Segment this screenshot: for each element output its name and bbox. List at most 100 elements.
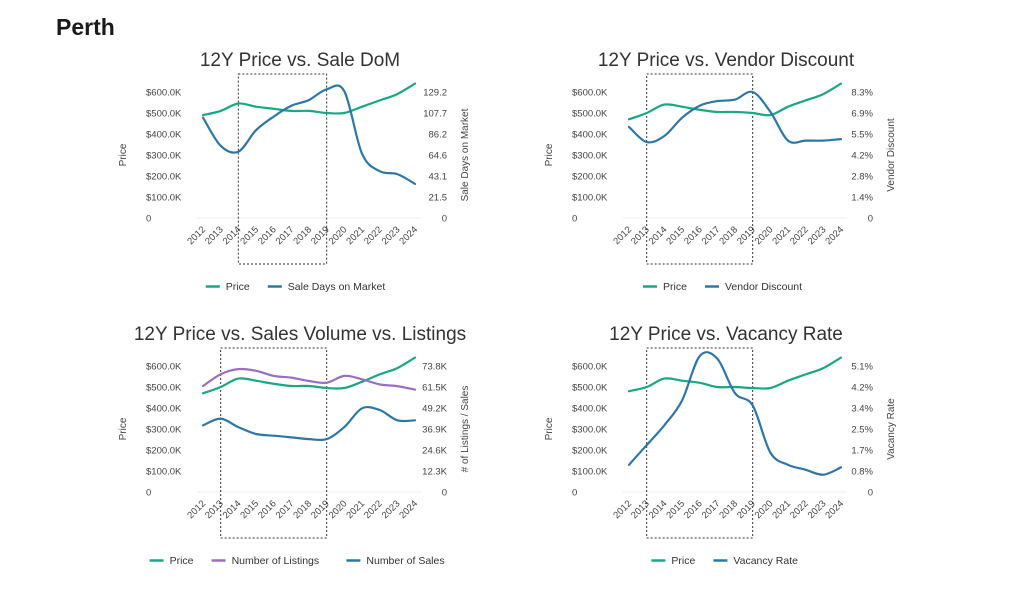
series-line-price — [201, 82, 417, 117]
x-tick-label: 2023 — [806, 224, 829, 247]
y-left-tick-label: $400.0K — [572, 404, 608, 415]
x-tick-label: 2014 — [221, 224, 244, 247]
x-tick-label: 2017 — [274, 498, 297, 521]
x-tick-label: 2014 — [647, 224, 670, 247]
legend-label: Price — [671, 555, 695, 567]
x-tick-label: 2022 — [788, 498, 811, 521]
x-tick-label: 2018 — [717, 498, 740, 521]
y-left-axis-label: Price — [544, 417, 555, 440]
y-right-tick-label: 3.4% — [851, 404, 873, 415]
chart-title: 12Y Price vs. Sales Volume vs. Listings — [134, 324, 466, 345]
x-tick-label: 2015 — [238, 498, 261, 521]
chart-title: 12Y Price vs. Sale DoM — [200, 50, 400, 71]
chart-price-vs-sale-dom: 12Y Price vs. Sale DoM 0 $100.0K $200.0K $30… — [118, 50, 471, 293]
x-tick-label: 2020 — [753, 498, 776, 521]
x-tick-label: 2023 — [380, 498, 403, 521]
highlight-period-box — [646, 347, 754, 539]
legend-item: Price — [149, 555, 194, 567]
legend-label: Price — [170, 555, 194, 567]
x-tick-label: 2021 — [770, 498, 793, 521]
y-left-tick-label: 0 — [572, 214, 577, 225]
y-left-tick-label: $300.0K — [572, 151, 608, 162]
x-tick-label: 2013 — [203, 224, 226, 247]
y-left-tick-label: $600.0K — [572, 88, 608, 99]
x-tick-label: 2024 — [397, 224, 420, 247]
y-right-tick-label: 21.5 — [429, 193, 448, 204]
x-tick-label: 2013 — [629, 224, 652, 247]
y-right-tick-label: 86.2 — [429, 130, 448, 141]
y-left-tick-label: $400.0K — [146, 130, 182, 141]
chart-price-vs-vendor-discount: 12Y Price vs. Vendor Discount 0 $100.0K $20… — [544, 50, 897, 293]
y-left-tick-label: $100.0K — [146, 193, 182, 204]
y-left-tick-label: $600.0K — [572, 362, 608, 373]
legend-label: Price — [226, 281, 250, 293]
x-tick-label: 2015 — [238, 224, 261, 247]
y-right-tick-label: 1.4% — [851, 193, 873, 204]
legend-label: Number of Sales — [366, 555, 444, 567]
legend-label: Price — [663, 281, 687, 293]
y-left-axis-label: Price — [118, 417, 129, 440]
x-tick-label: 2021 — [344, 498, 367, 521]
y-left-tick-label: $200.0K — [146, 172, 182, 183]
y-left-tick-label: $500.0K — [572, 383, 608, 394]
legend-item: Price — [651, 555, 695, 567]
x-tick-label: 2022 — [362, 498, 385, 521]
y-right-tick-label: 4.2% — [851, 383, 873, 394]
legend-item: Price — [643, 281, 687, 293]
y-left-tick-label: 0 — [572, 488, 577, 499]
y-right-tick-label: 0.8% — [851, 467, 873, 478]
y-right-tick-label: 43.1 — [429, 172, 448, 183]
x-tick-label: 2023 — [806, 498, 829, 521]
y-right-tick-label: 5.1% — [851, 362, 873, 373]
legend-label: Vacancy Rate — [733, 555, 798, 567]
page-title: Perth — [56, 14, 115, 40]
y-right-tick-label: 1.7% — [851, 446, 873, 457]
y-left-tick-label: $500.0K — [146, 383, 182, 394]
x-tick-label: 2018 — [291, 498, 314, 521]
y-right-tick-label: 64.6 — [429, 151, 448, 162]
series-line-vacancy-rate — [627, 351, 843, 476]
x-tick-label: 2014 — [647, 498, 670, 521]
y-left-tick-label: $500.0K — [572, 109, 608, 120]
y-right-tick-label: 4.2% — [851, 151, 873, 162]
series-line-vendor-discount — [627, 90, 843, 144]
y-left-tick-label: $600.0K — [146, 362, 182, 373]
chart-price-vs-sales-volume-listings: 12Y Price vs. Sales Volume vs. Listings 0… — [118, 324, 471, 567]
x-tick-label: 2016 — [682, 224, 705, 247]
y-left-tick-label: $200.0K — [146, 446, 182, 457]
x-tick-label: 2016 — [256, 498, 279, 521]
legend-item: Price — [205, 281, 250, 293]
x-tick-label: 2015 — [664, 498, 687, 521]
y-right-tick-label: 12.3K — [422, 467, 447, 478]
y-right-tick-label: 0 — [442, 214, 447, 225]
y-right-tick-label: 24.6K — [422, 446, 447, 457]
y-right-tick-label: 0 — [868, 488, 873, 499]
highlight-period-box — [237, 73, 328, 265]
y-left-tick-label: $300.0K — [146, 425, 182, 436]
legend-item: Number of Listings — [211, 555, 319, 567]
legend-item: Number of Sales — [346, 555, 445, 567]
x-tick-label: 2017 — [274, 224, 297, 247]
x-tick-label: 2013 — [629, 498, 652, 521]
y-right-tick-label: 49.2K — [422, 404, 447, 415]
x-tick-label: 2021 — [770, 224, 793, 247]
y-left-axis-label: Price — [118, 143, 129, 166]
y-right-tick-label: 107.7 — [423, 109, 447, 120]
highlight-period-box — [646, 73, 754, 265]
x-tick-label: 2012 — [185, 498, 208, 521]
x-tick-label: 2016 — [682, 498, 705, 521]
x-tick-label: 2013 — [203, 498, 226, 521]
y-left-tick-label: 0 — [146, 488, 151, 499]
chart-price-vs-vacancy-rate: 12Y Price vs. Vacancy Rate 0 $100.0K $200.0… — [544, 324, 897, 567]
series-line-price — [627, 356, 843, 393]
y-right-tick-label: 129.2 — [423, 88, 447, 99]
chart-title: 12Y Price vs. Vacancy Rate — [609, 324, 843, 345]
y-right-axis-label: Sale Days on Market — [460, 108, 471, 201]
legend-item: Sale Days on Market — [267, 281, 385, 293]
y-left-tick-label: $400.0K — [572, 130, 608, 141]
x-tick-label: 2019 — [309, 224, 332, 247]
highlight-period-box — [220, 347, 328, 539]
y-left-axis-label: Price — [544, 143, 555, 166]
chart-title: 12Y Price vs. Vendor Discount — [598, 50, 855, 71]
y-right-tick-label: 0 — [868, 214, 873, 225]
